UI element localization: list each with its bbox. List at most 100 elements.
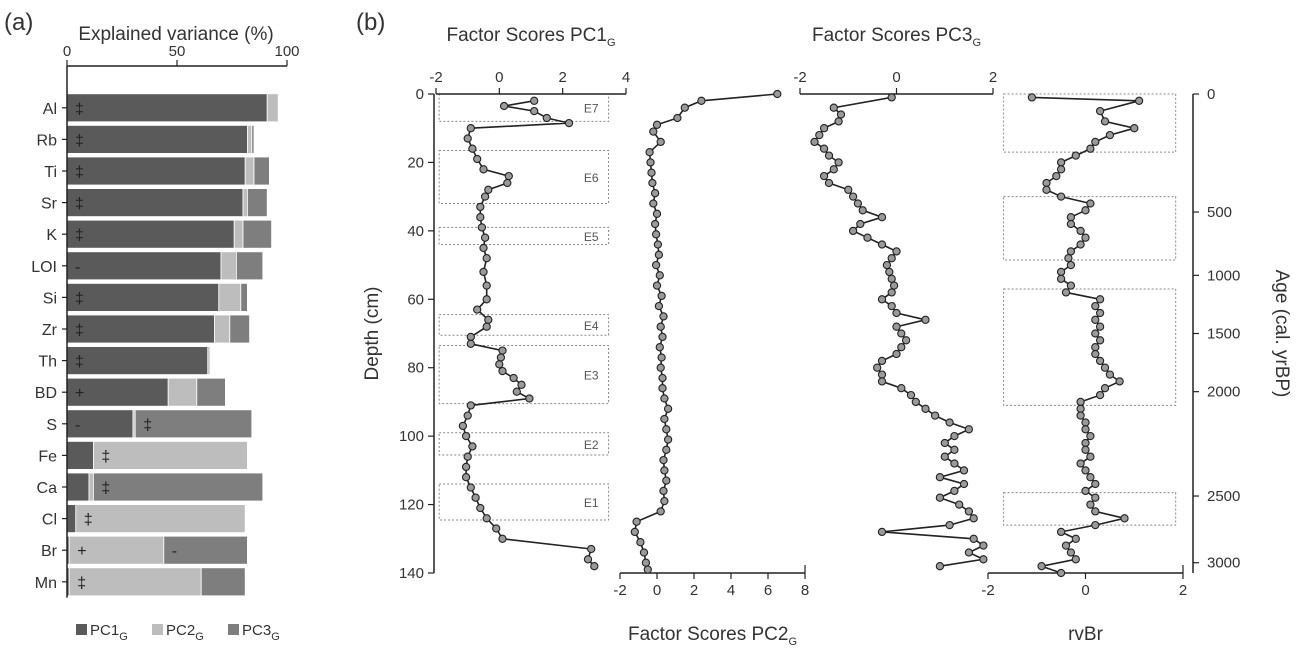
category-label: Th	[38, 354, 57, 371]
bar-pc1	[66, 188, 244, 218]
age-tick-label: 3000	[1207, 555, 1240, 572]
event-label-e7: E7	[584, 102, 599, 116]
category-label: Ti	[44, 164, 57, 181]
legend-label-pc2: PC2G	[166, 622, 204, 643]
data-point	[1095, 322, 1105, 331]
data-point	[892, 247, 901, 256]
bar-pc1	[66, 504, 77, 534]
data-point	[1042, 178, 1051, 188]
loading-sign: ‡	[143, 417, 152, 434]
data-point	[1076, 404, 1085, 413]
bar-pc2	[93, 440, 248, 470]
loading-sign: ‡	[77, 575, 86, 592]
loading-sign: ‡	[75, 227, 84, 244]
legend-label-pc1: PC1G	[90, 622, 128, 643]
data-point	[463, 452, 472, 461]
bar-pc2	[75, 504, 246, 534]
data-point	[921, 315, 930, 324]
series-rvbr: -2 0 2	[981, 93, 1187, 599]
data-point	[484, 185, 493, 194]
data-point	[873, 363, 882, 372]
data-point	[950, 459, 959, 468]
data-point	[1105, 370, 1115, 379]
stacked-bars: Al Rb Ti Sr K LOI Si Zr Th BD S Fe Ca Cl Br Mn ‡ ‡ ‡ ‡ ‡ - ‡ ‡ ‡…	[31, 93, 279, 597]
event-box-e1	[438, 483, 610, 521]
data-point	[824, 178, 834, 188]
age-tick-label: 2000	[1207, 384, 1240, 401]
data-point	[887, 274, 896, 283]
data-point	[662, 425, 671, 434]
data-point	[479, 243, 488, 253]
data-point	[1066, 213, 1076, 222]
data-point	[889, 281, 899, 290]
bar-pc1	[66, 409, 134, 439]
category-label: Ca	[37, 480, 58, 497]
data-point	[1064, 254, 1073, 263]
bar-pc1	[66, 93, 268, 123]
x-tick-label: -2	[981, 582, 994, 599]
bar-pc3	[229, 314, 251, 344]
data-point	[1081, 466, 1090, 475]
data-point	[658, 384, 667, 393]
data-point	[1095, 106, 1105, 116]
loading-sign: ‡	[75, 290, 84, 307]
data-point	[1042, 185, 1051, 194]
category-label: Rb	[37, 132, 58, 149]
data-point	[1066, 247, 1076, 256]
data-point	[498, 346, 507, 355]
data-point	[1061, 288, 1071, 297]
data-point	[652, 281, 662, 290]
data-point	[1086, 199, 1095, 208]
data-point	[1091, 329, 1100, 338]
category-label: Sr	[41, 196, 58, 213]
data-point	[1095, 356, 1105, 366]
data-point	[897, 384, 906, 393]
x-tick-label: -2	[613, 582, 626, 599]
data-point	[1056, 267, 1066, 277]
loading-sign: ‡	[75, 132, 84, 149]
series-title-pc1: Factor Scores PC1G	[446, 25, 615, 49]
data-point	[1091, 507, 1100, 516]
data-point	[466, 124, 475, 133]
data-point	[1095, 295, 1105, 304]
bar-pc2	[220, 251, 237, 281]
data-point	[969, 514, 978, 523]
data-point	[882, 260, 892, 270]
age-tick-label: 2500	[1207, 488, 1240, 505]
data-point	[979, 541, 988, 550]
data-point	[658, 373, 667, 383]
data-point	[844, 185, 853, 194]
data-point	[1086, 452, 1095, 461]
data-point	[1066, 548, 1076, 557]
data-point	[517, 380, 526, 389]
panel-b-label: (b)	[356, 9, 385, 36]
data-point	[853, 199, 863, 208]
data-point	[655, 343, 664, 352]
x-tick-label: 0	[892, 69, 900, 86]
category-label: K	[46, 227, 57, 244]
category-label: Fe	[38, 448, 57, 465]
data-point	[1027, 93, 1037, 102]
data-point	[647, 168, 656, 177]
panel-a-title: Explained variance (%)	[78, 24, 273, 45]
data-point	[1081, 206, 1090, 215]
data-point	[892, 349, 901, 359]
data-point	[901, 336, 911, 345]
data-point	[651, 230, 661, 239]
data-point	[648, 178, 657, 188]
data-point	[877, 377, 887, 386]
data-point	[1056, 527, 1066, 537]
category-label: LOI	[31, 259, 57, 276]
x-tick-label: 4	[622, 69, 630, 86]
data-point	[652, 209, 662, 218]
loading-sign: ‡	[75, 101, 84, 118]
data-point	[1115, 377, 1124, 386]
depth-axis-label: Depth (cm)	[362, 287, 383, 381]
data-point	[1061, 541, 1071, 550]
data-point	[660, 414, 669, 424]
series-pc1: -2 0 2 4	[429, 69, 630, 571]
data-point	[1071, 555, 1080, 564]
bar-pc3	[253, 156, 270, 186]
data-point	[1056, 158, 1066, 167]
bar-pc2	[246, 125, 253, 154]
